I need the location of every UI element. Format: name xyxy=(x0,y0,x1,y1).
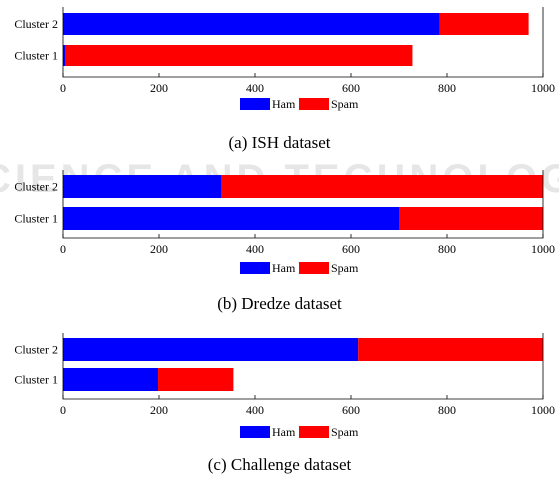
chart-2: Cluster 1 Cluster 2 0 200 400 600 800 1000 Ham Sp… xyxy=(14,333,555,439)
x-tick-label: 1000 xyxy=(531,242,555,256)
x-tick-label: 600 xyxy=(342,242,360,256)
axis-frame xyxy=(62,7,544,78)
x-tick-label: 1000 xyxy=(531,81,555,95)
legend-label-spam: Spam xyxy=(331,97,359,111)
bar-spam-cluster-1 xyxy=(65,45,413,66)
legend-label-ham: Ham xyxy=(272,261,296,275)
bar-spam-cluster-1 xyxy=(158,368,234,391)
bar-spam-cluster-1 xyxy=(399,207,543,230)
legend-swatch-ham xyxy=(240,262,270,274)
x-tick-label: 0 xyxy=(60,81,66,95)
x-tick-label: 800 xyxy=(438,242,456,256)
category-label: Cluster 1 xyxy=(14,49,58,63)
bar-ham-cluster-2 xyxy=(63,13,440,35)
x-tick-label: 0 xyxy=(60,242,66,256)
legend-swatch-spam xyxy=(299,426,329,438)
bar-ham-cluster-1 xyxy=(63,207,399,230)
chart-1: Cluster 1 Cluster 2 0 200 400 600 800 1000 Ham Sp… xyxy=(14,170,555,275)
chart-0: Cluster 1 Cluster 2 0 200 400 600 800 1000 Ham Sp… xyxy=(14,7,555,111)
x-tick-label: 400 xyxy=(246,81,264,95)
category-label: Cluster 2 xyxy=(14,180,58,194)
bar-ham-cluster-1 xyxy=(63,368,159,391)
legend-swatch-spam xyxy=(299,98,329,110)
bar-spam-cluster-2 xyxy=(221,175,543,198)
x-tick-label: 600 xyxy=(342,403,360,417)
x-tick-label: 600 xyxy=(342,81,360,95)
charts-layer: Cluster 1 Cluster 2 0 200 400 600 800 1000 Ham Sp… xyxy=(14,7,555,439)
category-label: Cluster 2 xyxy=(14,343,58,357)
bar-ham-cluster-1 xyxy=(63,45,66,66)
x-tick-label: 800 xyxy=(438,403,456,417)
axis-frame xyxy=(62,333,544,400)
bar-ham-cluster-2 xyxy=(63,338,359,361)
category-label: Cluster 2 xyxy=(14,17,58,31)
axis-frame xyxy=(62,170,544,239)
category-label: Cluster 1 xyxy=(14,212,58,226)
x-tick-label: 400 xyxy=(246,403,264,417)
x-tick-label: 1000 xyxy=(531,403,555,417)
caption-a: (a) ISH dataset xyxy=(228,133,331,152)
legend-label-spam: Spam xyxy=(331,425,359,439)
x-tick-label: 200 xyxy=(150,403,168,417)
x-tick-label: 0 xyxy=(60,403,66,417)
legend-label-spam: Spam xyxy=(331,261,359,275)
x-tick-label: 800 xyxy=(438,81,456,95)
legend-label-ham: Ham xyxy=(272,97,296,111)
legend-swatch-spam xyxy=(299,262,329,274)
bar-spam-cluster-2 xyxy=(358,338,543,361)
caption-b: (b) Dredze dataset xyxy=(217,294,342,313)
caption-c: (c) Challenge dataset xyxy=(207,455,352,474)
legend-swatch-ham xyxy=(240,98,270,110)
bar-spam-cluster-2 xyxy=(439,13,529,35)
x-tick-label: 400 xyxy=(246,242,264,256)
bar-ham-cluster-2 xyxy=(63,175,222,198)
x-tick-label: 200 xyxy=(150,81,168,95)
legend-swatch-ham xyxy=(240,426,270,438)
legend-label-ham: Ham xyxy=(272,425,296,439)
category-label: Cluster 1 xyxy=(14,373,58,387)
x-tick-label: 200 xyxy=(150,242,168,256)
